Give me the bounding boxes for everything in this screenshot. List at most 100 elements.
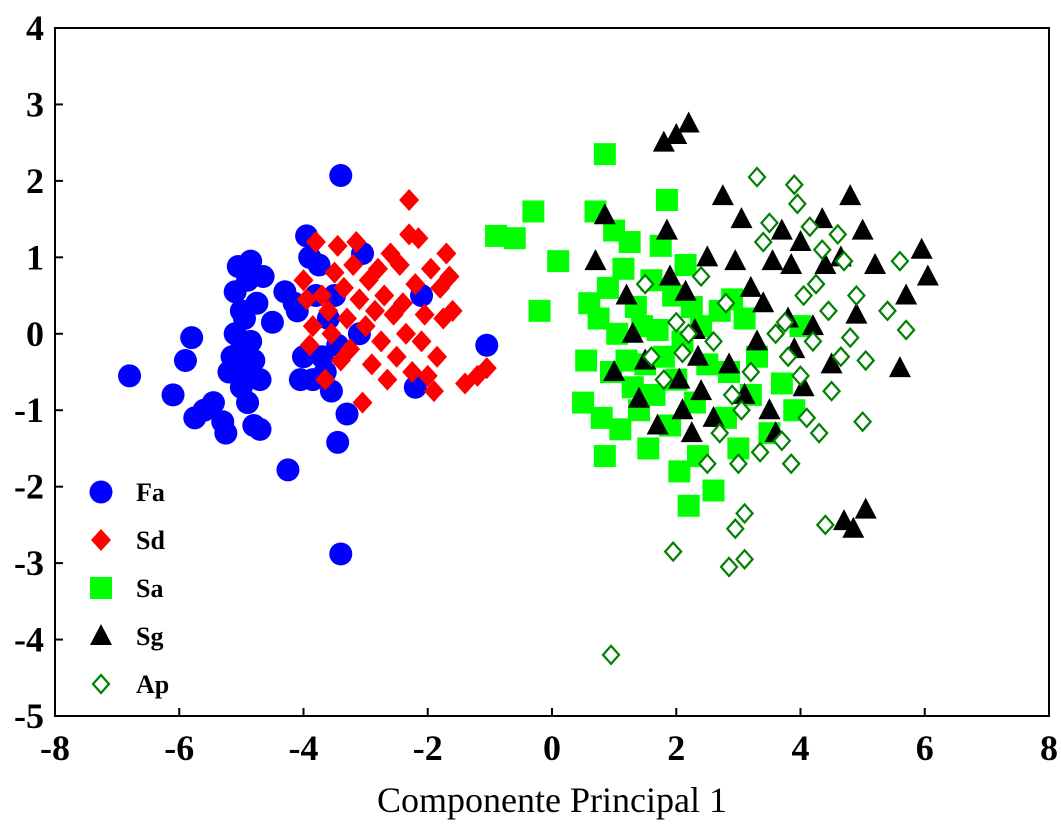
data-point-sg — [680, 421, 703, 443]
data-point-sg — [711, 184, 734, 206]
data-point-sd — [396, 322, 417, 345]
data-point-sg — [780, 252, 803, 274]
data-point-ap — [772, 430, 792, 452]
legend-label: Sd — [136, 526, 165, 555]
data-point-sa — [646, 318, 669, 341]
y-tick-label: 2 — [26, 161, 44, 201]
data-point-sg — [603, 360, 626, 381]
x-tick-label: 8 — [1040, 728, 1058, 768]
data-point-sd — [371, 330, 392, 353]
x-axis-title: Componente Principal 1 — [377, 780, 727, 820]
legend-label: Fa — [136, 478, 165, 507]
data-point-ap — [747, 166, 767, 188]
data-point-ap — [735, 548, 755, 570]
data-point-sd — [408, 227, 429, 250]
data-point-ap — [778, 346, 798, 368]
y-tick-label: 0 — [26, 314, 44, 354]
data-point-sg — [895, 283, 918, 305]
data-point-fa — [276, 458, 300, 482]
data-point-fa — [335, 402, 359, 426]
data-point-sg — [652, 130, 675, 152]
data-point-ap — [800, 216, 820, 238]
data-point-ap — [766, 323, 786, 345]
data-point-sa — [485, 224, 508, 247]
data-point-sd — [402, 361, 423, 383]
data-point-ap — [856, 349, 876, 372]
data-point-sg — [627, 386, 650, 408]
data-point-sd — [389, 253, 410, 276]
data-point-sa — [547, 250, 570, 273]
points-layer — [118, 111, 939, 666]
legend-label: Sa — [136, 574, 163, 603]
data-point-sa — [593, 445, 616, 468]
data-point-sd — [392, 292, 413, 315]
data-point-sd — [352, 391, 373, 414]
data-point-sg — [770, 218, 793, 240]
data-point-sd — [340, 338, 361, 361]
y-tick-label: -1 — [14, 390, 44, 430]
data-point-sg — [665, 123, 688, 145]
data-point-sd — [442, 299, 463, 322]
data-point-fa — [161, 383, 185, 407]
x-tick-label: 4 — [792, 728, 810, 768]
data-point-sa — [587, 307, 610, 330]
data-point-fa — [201, 391, 225, 415]
data-point-sg — [811, 207, 834, 229]
data-point-fa — [260, 310, 284, 334]
data-point-sd — [296, 288, 317, 311]
legend-item-sa: Sa — [90, 574, 163, 603]
data-point-ap — [797, 407, 817, 429]
data-point-sg — [752, 291, 775, 313]
data-point-ap — [725, 518, 745, 540]
data-point-sa — [637, 437, 660, 460]
data-point-sd — [417, 364, 438, 387]
data-point-sd — [305, 231, 326, 254]
data-point-fa — [214, 421, 238, 445]
data-point-sg — [686, 344, 709, 366]
legend-label: Ap — [136, 670, 169, 699]
data-point-ap — [890, 250, 910, 272]
data-point-sg — [677, 111, 700, 133]
data-point-sg — [801, 314, 824, 336]
data-point-sg — [789, 230, 812, 252]
data-point-sd — [315, 368, 336, 391]
data-point-sg — [702, 405, 725, 427]
data-point-sa — [652, 345, 675, 368]
data-point-sg — [910, 237, 933, 259]
data-point-sa — [503, 227, 526, 250]
legend-item-fa: Fa — [89, 478, 165, 507]
data-point-ap — [878, 300, 897, 322]
x-tick-label: -8 — [40, 728, 70, 768]
data-point-sg — [854, 497, 877, 519]
y-tick-label: -4 — [14, 620, 44, 660]
data-point-sa — [677, 494, 700, 517]
data-point-sd — [349, 288, 370, 311]
data-point-ap — [741, 361, 761, 383]
data-point-sa — [733, 307, 756, 330]
data-point-sa — [618, 231, 641, 254]
data-point-sd — [318, 299, 339, 322]
data-point-sd — [299, 334, 320, 357]
x-tick-label: -6 — [164, 728, 194, 768]
data-point-sd — [361, 353, 382, 376]
data-point-sa — [770, 372, 793, 395]
data-point-fa — [239, 249, 263, 273]
data-point-ap — [732, 399, 751, 421]
y-tick-label: -2 — [14, 467, 44, 507]
data-point-fa — [180, 326, 204, 350]
legend-marker-sd — [91, 529, 111, 551]
data-point-sg — [646, 413, 669, 435]
data-point-sg — [671, 398, 694, 420]
data-point-sg — [814, 252, 837, 274]
data-point-sd — [321, 322, 342, 345]
x-tick-label: -2 — [413, 728, 443, 768]
series-sg — [584, 111, 939, 538]
data-point-ap — [672, 342, 692, 364]
data-point-ap — [794, 284, 814, 307]
data-point-sg — [916, 264, 939, 286]
data-point-sd — [324, 261, 345, 284]
data-point-ap — [635, 273, 655, 295]
data-point-ap — [704, 330, 723, 353]
x-tick-label: 0 — [543, 728, 561, 768]
